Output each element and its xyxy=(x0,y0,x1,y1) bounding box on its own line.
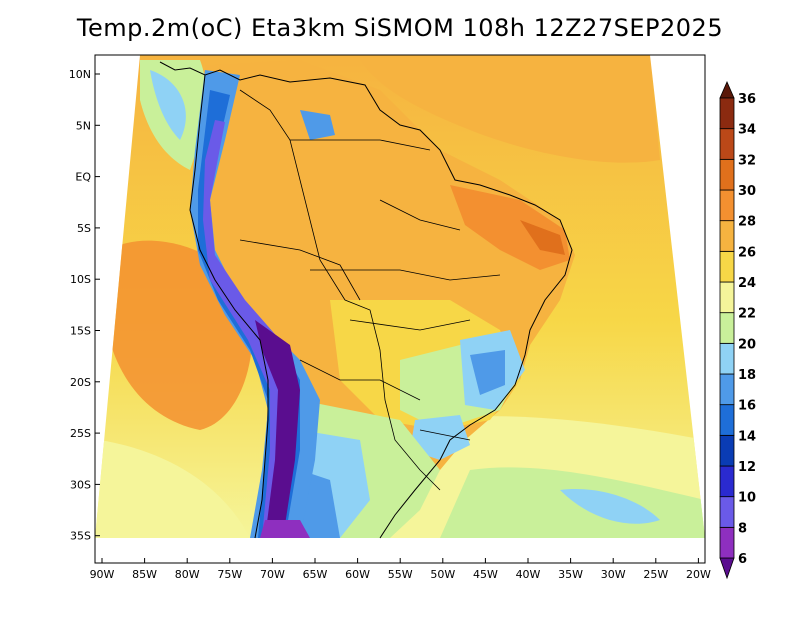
colorbar-swatch xyxy=(719,465,735,498)
colorbar-label: 32 xyxy=(738,153,756,168)
colorbar-label: 28 xyxy=(738,215,756,230)
lon-label: 90W xyxy=(90,568,115,581)
lon-label: 85W xyxy=(132,568,157,581)
lon-label: 70W xyxy=(260,568,285,581)
lat-label: 10S xyxy=(70,273,91,286)
lon-label: 30W xyxy=(601,568,626,581)
colorbar-swatch xyxy=(719,496,735,528)
colorbar-swatch xyxy=(719,434,735,467)
colorbar-swatch xyxy=(719,97,735,130)
lon-label: 75W xyxy=(217,568,242,581)
colorbar-swatch xyxy=(719,404,735,436)
lon-label: 80W xyxy=(175,568,200,581)
colorbar-swatch xyxy=(719,220,735,252)
coastline xyxy=(159,61,573,539)
colorbar-label: 34 xyxy=(738,123,756,138)
lon-label: 35W xyxy=(558,568,583,581)
colorbar-cap-bottom xyxy=(719,557,735,580)
colorbar-swatch xyxy=(719,250,735,283)
country-borders xyxy=(239,89,501,491)
colorbar-swatch xyxy=(719,189,735,222)
colorbar-label: 24 xyxy=(738,276,756,291)
lat-label: EQ xyxy=(75,171,91,184)
lon-label: 25W xyxy=(643,568,668,581)
colorbar-swatch xyxy=(719,342,735,375)
colorbar-label: 10 xyxy=(738,491,756,506)
lat-label: 5N xyxy=(76,119,91,132)
colorbar-label: 20 xyxy=(738,337,756,352)
colorbar-swatch xyxy=(719,281,735,314)
lon-label: 50W xyxy=(430,568,455,581)
colorbar-label: 36 xyxy=(738,92,756,107)
lat-label: 10N xyxy=(69,68,91,81)
colorbar-label: 18 xyxy=(738,368,756,383)
lat-label: 30S xyxy=(70,478,91,491)
colorbar-label: 12 xyxy=(738,460,756,475)
colorbar-swatch xyxy=(719,128,735,160)
latitude-axis: 10N 5N EQ 5S 10S 15S 20S 25S 30S 35S xyxy=(69,68,100,543)
lat-label: 15S xyxy=(70,325,91,338)
colorbar-swatch xyxy=(719,373,735,406)
lat-label: 25S xyxy=(70,427,91,440)
lat-label: 5S xyxy=(77,222,91,235)
colorbar-label: 16 xyxy=(738,399,756,414)
map-title: Temp.2m(oC) Eta3km SiSMOM 108h 12Z27SEP2… xyxy=(76,14,724,42)
lon-label: 65W xyxy=(303,568,328,581)
lon-label: 60W xyxy=(345,568,370,581)
colorbar: 6 8 10 12 14 16 18 20 22 24 26 28 30 32 34 36 xyxy=(719,81,756,580)
colorbar-cap-top xyxy=(719,81,735,99)
lon-label: 55W xyxy=(388,568,413,581)
colorbar-swatch xyxy=(719,158,735,191)
colorbar-label: 8 xyxy=(738,521,747,536)
lat-label: 35S xyxy=(70,530,91,543)
lon-label: 20W xyxy=(686,568,711,581)
lat-label: 20S xyxy=(70,376,91,389)
colorbar-label: 22 xyxy=(738,307,756,322)
colorbar-label: 14 xyxy=(738,429,756,444)
lon-label: 45W xyxy=(473,568,498,581)
colorbar-swatch xyxy=(719,526,735,559)
colorbar-label: 30 xyxy=(738,184,756,199)
longitude-axis: 90W 85W 80W 75W 70W 65W 60W 55W 50W 45W 40W 35W 30W 2… xyxy=(90,558,711,581)
colorbar-swatch xyxy=(719,312,735,344)
temperature-field xyxy=(95,55,705,538)
colorbar-label: 26 xyxy=(738,245,756,260)
colorbar-label: 6 xyxy=(738,552,747,567)
lon-label: 40W xyxy=(516,568,541,581)
